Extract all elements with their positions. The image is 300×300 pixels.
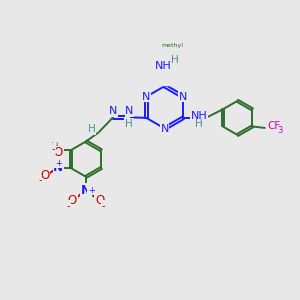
Text: -: - — [38, 175, 41, 185]
Bar — [126, 32, 200, 85]
Text: N: N — [142, 92, 151, 102]
Text: H: H — [195, 119, 203, 129]
Text: +: + — [88, 185, 95, 194]
Text: N: N — [109, 106, 117, 116]
Text: 3: 3 — [277, 126, 283, 135]
Text: H: H — [171, 55, 178, 64]
Text: methyl: methyl — [162, 43, 184, 48]
Text: N: N — [125, 106, 134, 116]
Text: H: H — [169, 41, 176, 51]
Text: -: - — [67, 201, 70, 211]
Text: N: N — [53, 161, 63, 175]
Text: -: - — [102, 201, 105, 211]
Text: CF: CF — [268, 122, 281, 131]
Text: methyl: methyl — [151, 46, 175, 52]
Text: +: + — [55, 159, 62, 168]
Text: -: - — [52, 144, 55, 154]
Text: O: O — [40, 169, 50, 182]
Text: NH: NH — [155, 61, 172, 71]
Text: methyl: methyl — [163, 44, 185, 49]
Text: O: O — [95, 194, 104, 207]
Text: N: N — [160, 124, 169, 134]
Text: O: O — [54, 146, 63, 159]
Text: H: H — [88, 124, 96, 134]
Text: NH: NH — [152, 62, 169, 72]
Text: N: N — [81, 184, 91, 196]
Text: H: H — [125, 119, 133, 129]
Text: H: H — [178, 44, 186, 54]
Text: N: N — [179, 92, 187, 102]
Text: NH: NH — [190, 111, 207, 122]
Text: O: O — [53, 147, 62, 157]
Text: O: O — [68, 194, 77, 207]
Text: H: H — [51, 142, 59, 152]
